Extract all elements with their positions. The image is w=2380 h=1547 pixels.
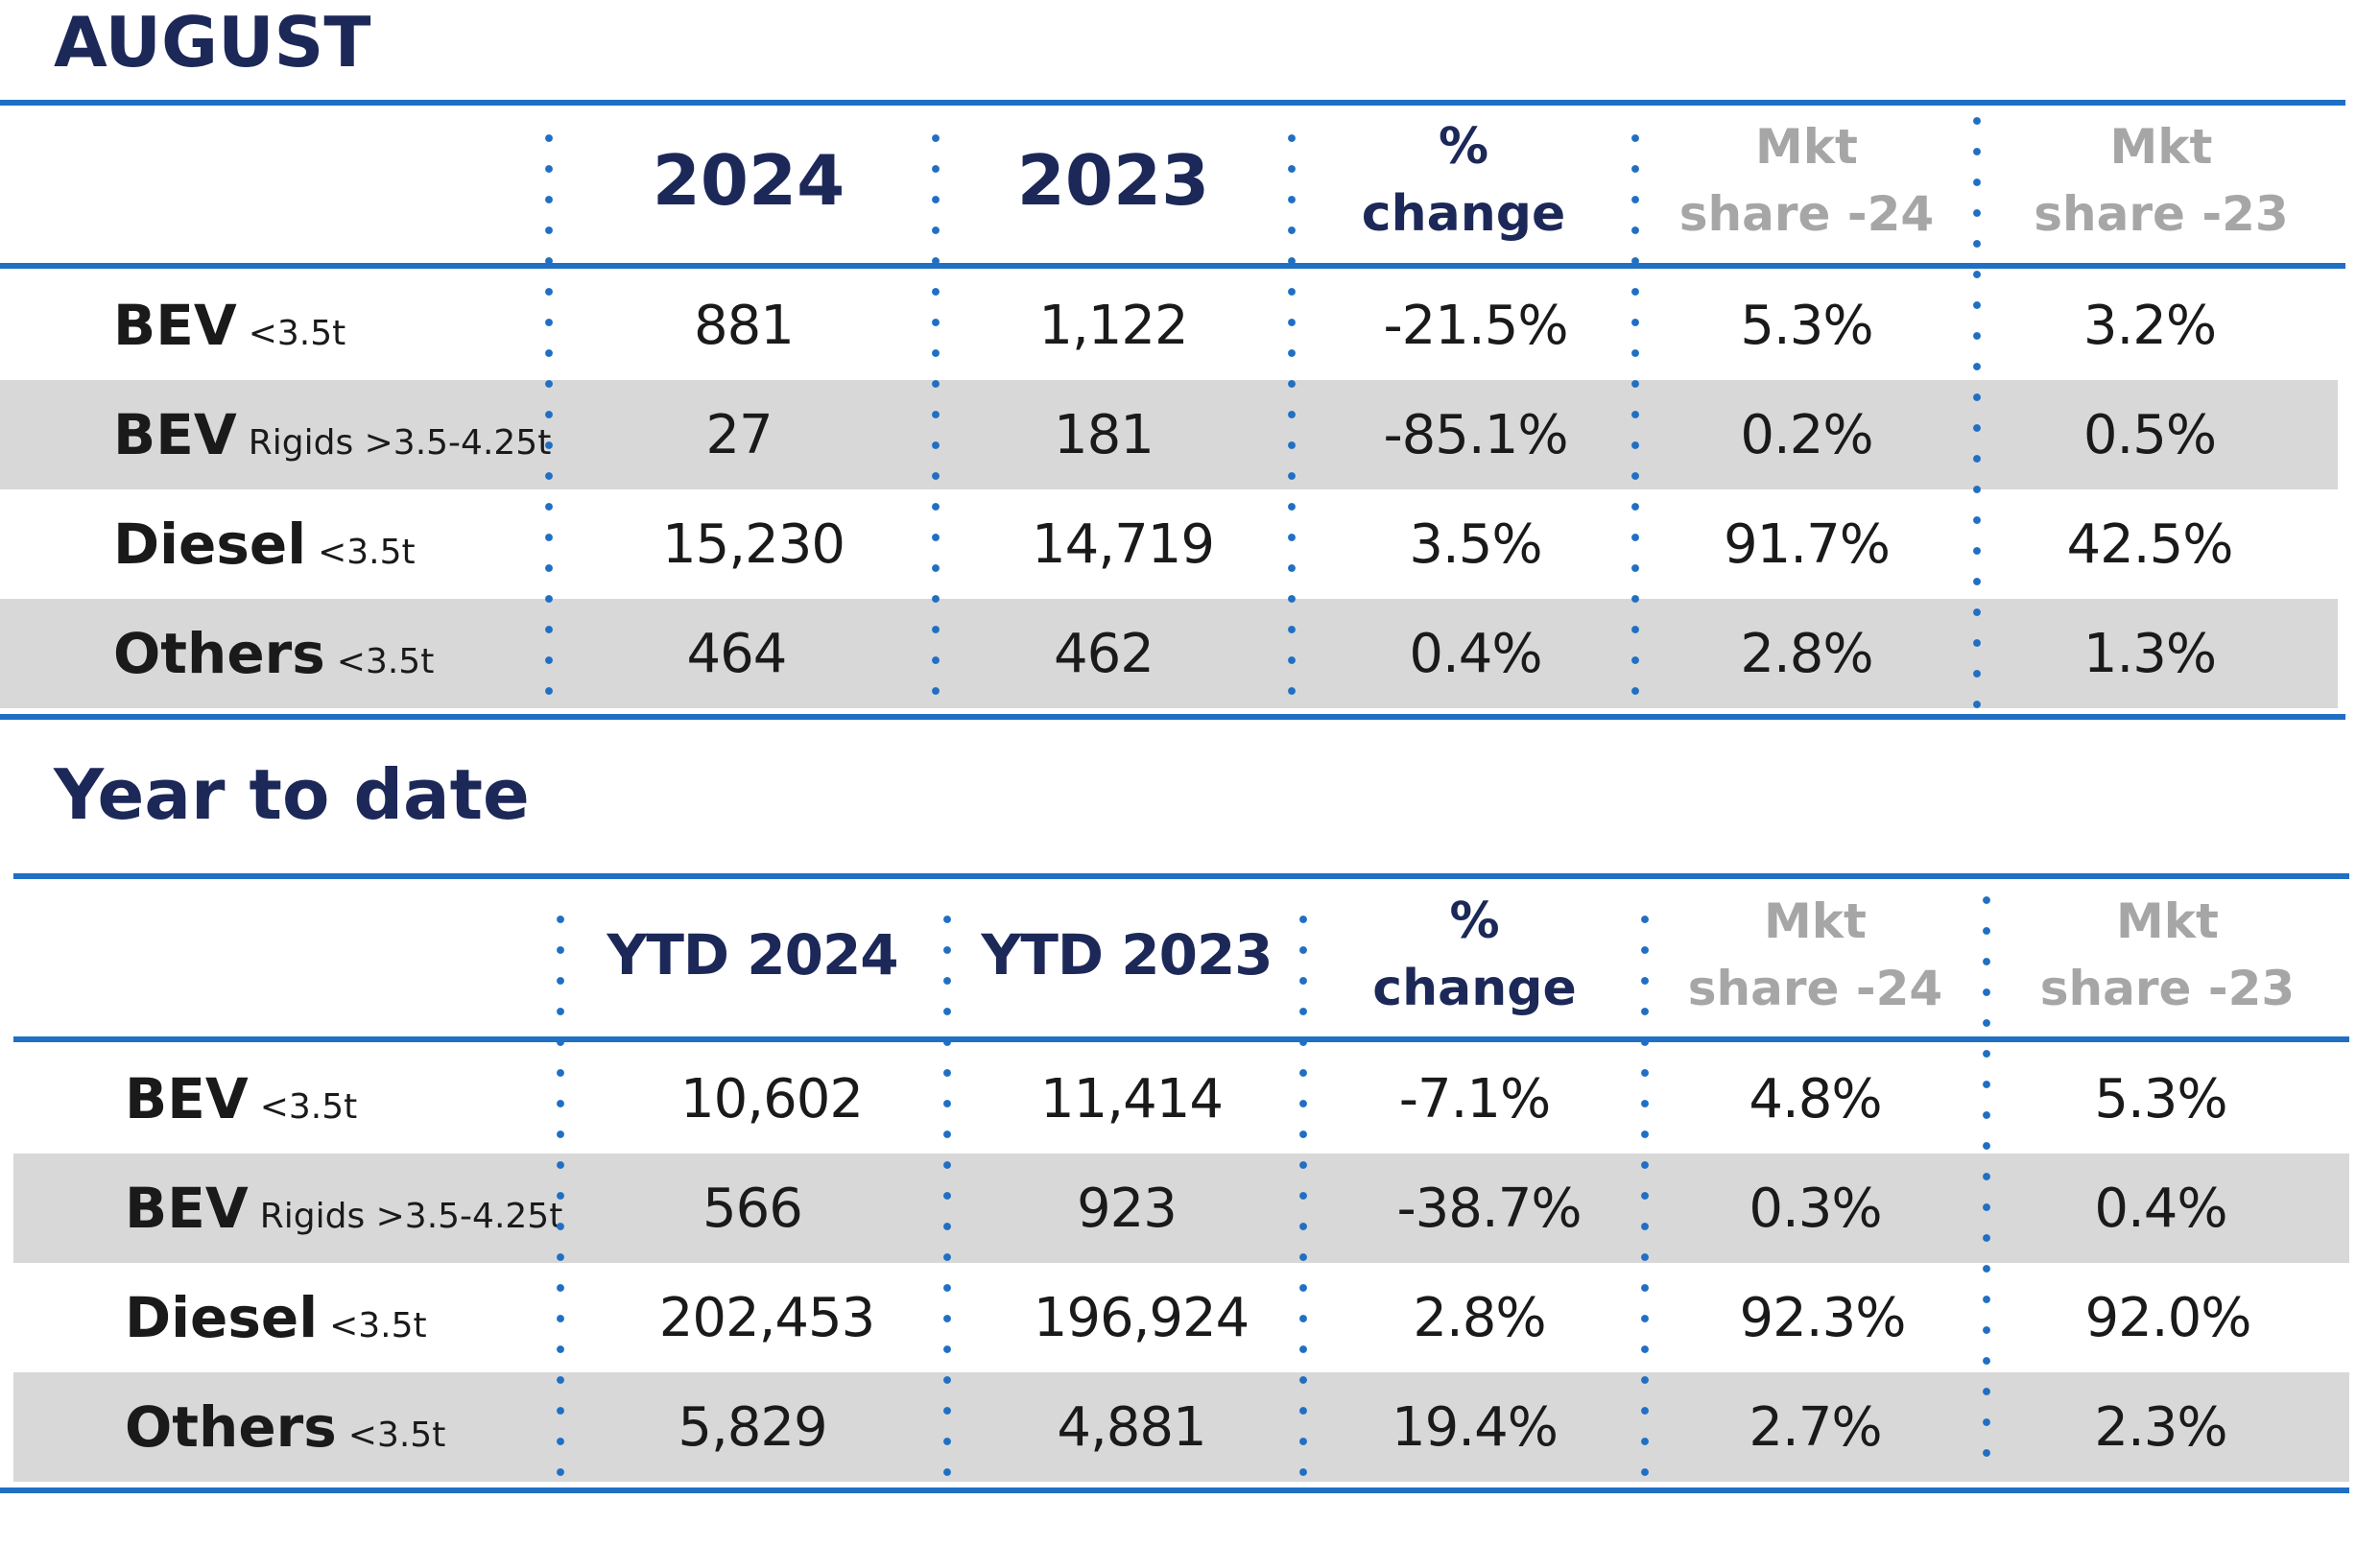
value-pct-change: 3.5% [1409, 512, 1542, 576]
header-rule [0, 263, 2345, 269]
column-divider [1288, 123, 1296, 699]
column-divider [1631, 123, 1639, 699]
value-pct-change: 0.4% [1409, 622, 1542, 685]
value-ytd-2023: 4,881 [1057, 1395, 1206, 1459]
value-2024: 27 [705, 403, 773, 466]
header-ytd-2023: YTD 2023 [981, 922, 1273, 988]
row-label: Diesel <3.5t [113, 512, 416, 577]
ytd-table: YTD 2024 YTD 2023 % change Mkt share -24… [0, 873, 2349, 1507]
column-divider [932, 123, 940, 699]
value-mkt-share-24: 91.7% [1724, 512, 1891, 576]
value-2023: 181 [1054, 403, 1154, 466]
bottom-rule [0, 714, 2345, 720]
header-2023: 2023 [1016, 140, 1210, 221]
value-mkt-share-23: 3.2% [2082, 294, 2217, 357]
value-ytd-2023: 923 [1077, 1177, 1178, 1240]
value-2024: 464 [686, 622, 788, 685]
value-mkt-share-23: 2.3% [2094, 1395, 2227, 1459]
table-row: Others <3.5t 464 462 0.4% 2.8% 1.3% [0, 599, 2338, 708]
table-row: BEV <3.5t 881 1,122 -21.5% 5.3% 3.2% [0, 271, 2345, 380]
header-mkt-share-23: Mkt share -23 [2034, 119, 2289, 242]
table-row: BEV Rigids >3.5-4.25t 566 923 -38.7% 0.3%… [13, 1154, 2349, 1263]
header-pct-change: % change [1361, 118, 1566, 243]
august-title: AUGUST [54, 2, 371, 83]
table-row: Others <3.5t 5,829 4,881 19.4% 2.7% 2.3% [13, 1372, 2349, 1482]
value-mkt-share-24: 4.8% [1749, 1067, 1882, 1130]
top-rule [13, 873, 2349, 879]
value-ytd-2024: 10,602 [680, 1067, 864, 1130]
row-label: BEV <3.5t [125, 1066, 358, 1131]
header-row: 2024 2023 % change Mkt share -24 Mkt sha… [0, 100, 2345, 261]
value-mkt-share-23: 92.0% [2084, 1286, 2252, 1349]
value-ytd-2024: 202,453 [658, 1286, 876, 1349]
header-mkt-share-24: Mkt share -24 [1687, 893, 1943, 1016]
header-2024: 2024 [652, 140, 845, 221]
value-mkt-share-23: 1.3% [2082, 622, 2217, 685]
value-pct-change: -7.1% [1398, 1067, 1551, 1130]
column-divider [1983, 885, 1990, 1480]
value-2023: 1,122 [1038, 294, 1188, 357]
value-2023: 462 [1054, 622, 1154, 685]
column-divider [1299, 904, 1307, 1478]
value-pct-change: -85.1% [1383, 403, 1568, 466]
value-ytd-2023: 11,414 [1040, 1067, 1224, 1130]
value-mkt-share-23: 0.4% [2094, 1177, 2227, 1240]
value-2024: 881 [694, 294, 795, 357]
column-divider [545, 123, 553, 699]
row-label: Others <3.5t [113, 621, 435, 686]
value-pct-change: 2.8% [1413, 1286, 1546, 1349]
table-row: Diesel <3.5t 202,453 196,924 2.8% 92.3% 9… [13, 1263, 2349, 1372]
row-label: Others <3.5t [125, 1394, 446, 1460]
value-mkt-share-24: 2.7% [1749, 1395, 1882, 1459]
value-mkt-share-24: 0.3% [1749, 1177, 1882, 1240]
value-mkt-share-23: 5.3% [2094, 1067, 2227, 1130]
header-pct-change: % change [1372, 892, 1577, 1017]
header-rule [13, 1036, 2349, 1042]
value-mkt-share-24: 0.2% [1740, 403, 1873, 466]
table-row: BEV <3.5t 10,602 11,414 -7.1% 4.8% 5.3% [13, 1044, 2349, 1154]
value-ytd-2023: 196,924 [1033, 1286, 1250, 1349]
header-ytd-2024: YTD 2024 [607, 922, 898, 988]
august-table: 2024 2023 % change Mkt share -24 Mkt sha… [0, 100, 2345, 727]
row-label: BEV Rigids >3.5-4.25t [125, 1176, 563, 1241]
ytd-title: Year to date [54, 754, 530, 835]
value-pct-change: 19.4% [1392, 1395, 1559, 1459]
column-divider [943, 904, 951, 1478]
row-label: Diesel <3.5t [125, 1285, 427, 1350]
value-mkt-share-24: 5.3% [1740, 294, 1873, 357]
header-mkt-share-23: Mkt share -23 [2039, 893, 2296, 1016]
value-mkt-share-23: 42.5% [2066, 512, 2234, 576]
column-divider [1973, 106, 1981, 710]
value-pct-change: -38.7% [1396, 1177, 1582, 1240]
top-rule [0, 100, 2345, 106]
bottom-rule [0, 1488, 2349, 1493]
value-pct-change: -21.5% [1383, 294, 1568, 357]
row-label: BEV Rigids >3.5-4.25t [113, 402, 552, 467]
value-ytd-2024: 5,829 [678, 1395, 827, 1459]
value-mkt-share-24: 2.8% [1740, 622, 1873, 685]
table-row: BEV Rigids >3.5-4.25t 27 181 -85.1% 0.2% … [0, 380, 2338, 489]
row-label: BEV <3.5t [113, 293, 346, 358]
value-2024: 15,230 [662, 512, 845, 576]
value-mkt-share-23: 0.5% [2082, 403, 2217, 466]
column-divider [557, 904, 564, 1478]
value-2023: 14,719 [1032, 512, 1215, 576]
header-mkt-share-24: Mkt share -24 [1678, 119, 1935, 242]
value-ytd-2024: 566 [702, 1177, 803, 1240]
table-row: Diesel <3.5t 15,230 14,719 3.5% 91.7% 42.… [0, 489, 2345, 599]
column-divider [1641, 904, 1649, 1478]
value-mkt-share-24: 92.3% [1739, 1286, 1907, 1349]
header-row: YTD 2024 YTD 2023 % change Mkt share -24… [13, 873, 2349, 1036]
